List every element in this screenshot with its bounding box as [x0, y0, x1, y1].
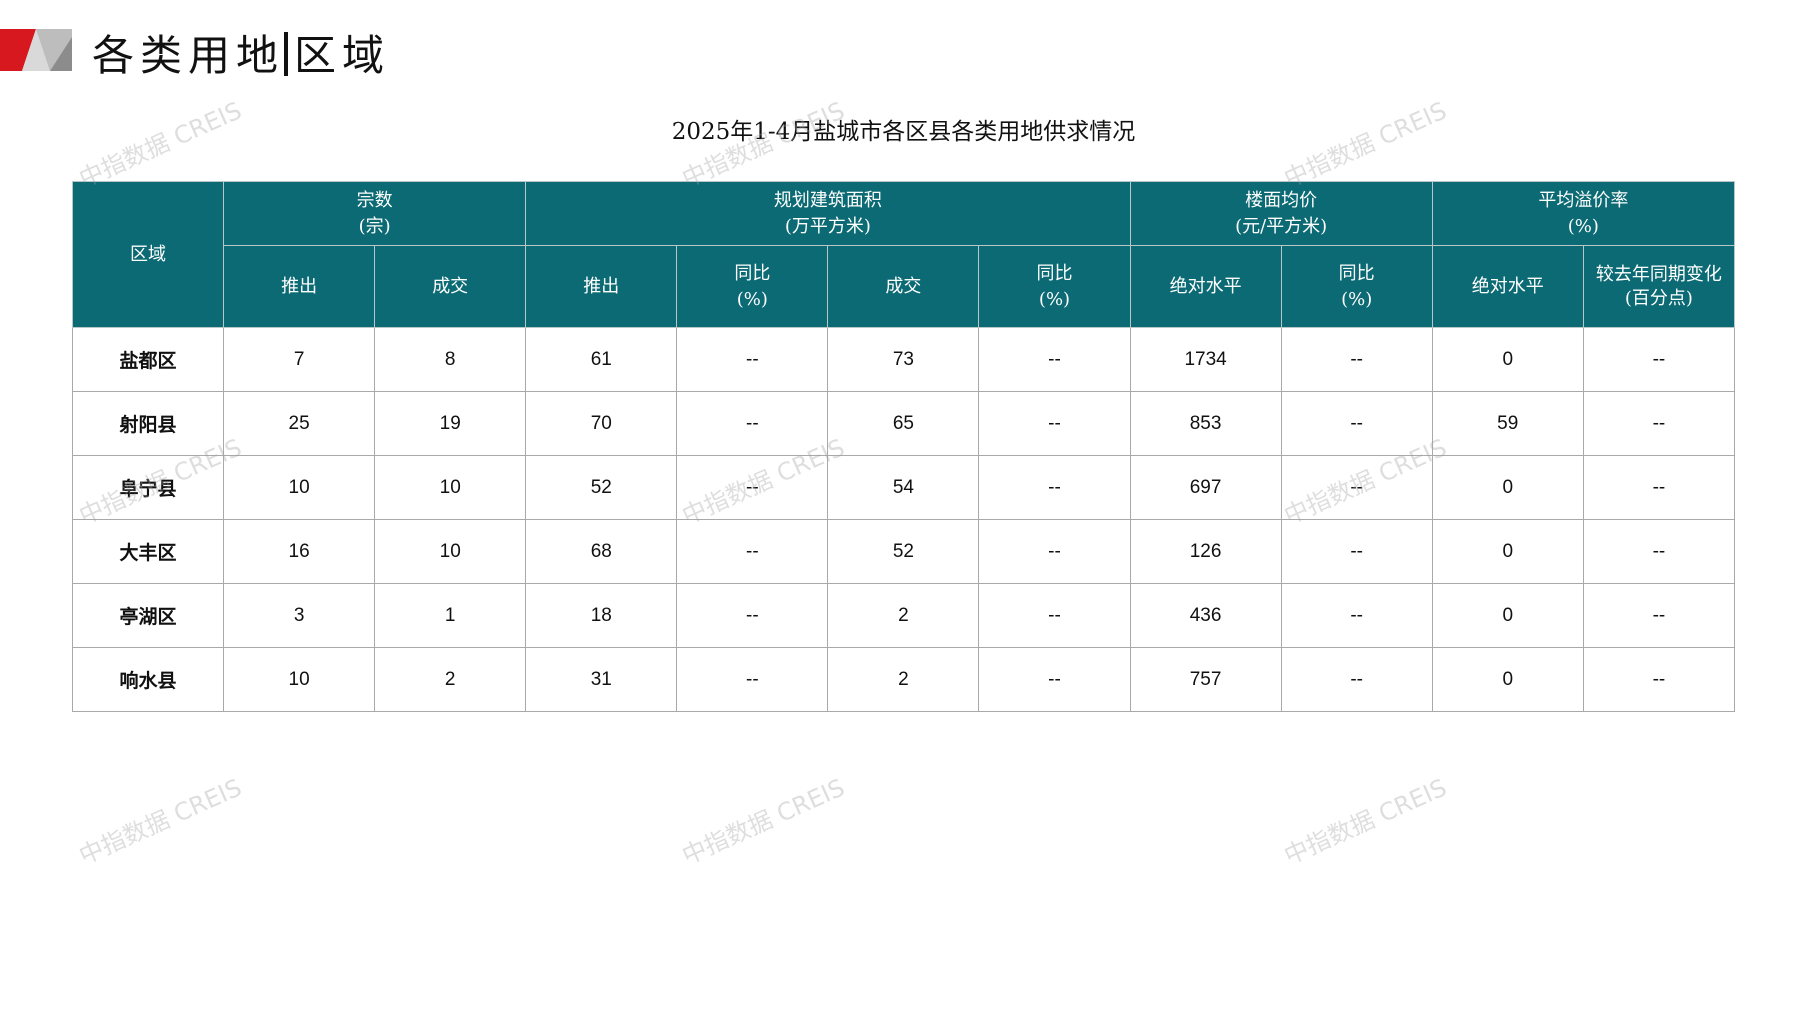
page-title-section: 区域: [294, 31, 391, 80]
value-cell: 853: [1129, 391, 1282, 456]
watermark: 中指数据 CREIS: [677, 773, 849, 871]
table-row: 大丰区 16 10 68 -- 52 -- 126 -- 0 --: [71, 519, 1736, 584]
value-cell: 10: [223, 647, 376, 712]
value-cell: --: [978, 519, 1131, 584]
subheader-cell: 成交: [374, 245, 527, 328]
value-cell: 757: [1129, 647, 1282, 712]
subheader-cell: 绝对水平: [1129, 245, 1282, 328]
header-group-area: 规划建筑面积 (万平方米): [525, 181, 1131, 246]
value-cell: 16: [223, 519, 376, 584]
value-cell: --: [1280, 583, 1433, 648]
value-cell: --: [978, 647, 1131, 712]
value-cell: 65: [827, 391, 980, 456]
value-cell: 1: [374, 583, 527, 648]
value-cell: --: [1582, 455, 1736, 520]
value-cell: 25: [223, 391, 376, 456]
value-cell: --: [1582, 327, 1736, 392]
region-cell: 响水县: [71, 647, 225, 712]
value-cell: --: [1582, 519, 1736, 584]
value-cell: 10: [223, 455, 376, 520]
value-cell: 0: [1431, 455, 1584, 520]
value-cell: --: [676, 327, 829, 392]
value-cell: 73: [827, 327, 980, 392]
region-cell: 亭湖区: [71, 583, 225, 648]
page-title-category: 各类用地: [92, 31, 285, 80]
value-cell: --: [676, 391, 829, 456]
value-cell: 0: [1431, 327, 1584, 392]
region-cell: 射阳县: [71, 391, 225, 456]
subheader-cell: 推出: [525, 245, 678, 328]
subheader-cell: 较去年同期变化 (百分点): [1582, 245, 1736, 328]
value-cell: 70: [525, 391, 678, 456]
land-supply-table: 区域 宗数 (宗) 规划建筑面积 (万平方米) 楼面均价 (元/平方米) 平均溢价率(…: [71, 181, 1736, 712]
subheader-cell: 绝对水平: [1431, 245, 1584, 328]
value-cell: 10: [374, 455, 527, 520]
value-cell: --: [978, 583, 1131, 648]
table-row: 射阳县 25 19 70 -- 65 -- 853 -- 59 --: [71, 391, 1736, 456]
value-cell: 1734: [1129, 327, 1282, 392]
value-cell: --: [676, 455, 829, 520]
value-cell: 52: [827, 519, 980, 584]
table-title: 2025年1-4月盐城市各区县各类用地供求情况: [671, 119, 1136, 145]
subheader-cell: 成交: [827, 245, 980, 328]
brand-logo: [0, 29, 72, 71]
value-cell: 2: [374, 647, 527, 712]
table-row: 阜宁县 10 10 52 -- 54 -- 697 -- 0 --: [71, 455, 1736, 520]
value-cell: 10: [374, 519, 527, 584]
header-group-count: 宗数 (宗): [223, 181, 527, 246]
value-cell: 0: [1431, 647, 1584, 712]
table-row: 响水县 10 2 31 -- 2 -- 757 -- 0 --: [71, 647, 1736, 712]
value-cell: --: [1280, 647, 1433, 712]
value-cell: 68: [525, 519, 678, 584]
value-cell: --: [1280, 391, 1433, 456]
value-cell: --: [1280, 455, 1433, 520]
table-row: 亭湖区 3 1 18 -- 2 -- 436 -- 0 --: [71, 583, 1736, 648]
value-cell: 2: [827, 583, 980, 648]
value-cell: 8: [374, 327, 527, 392]
subheader-cell: 同比 (%): [676, 245, 829, 328]
value-cell: 0: [1431, 519, 1584, 584]
value-cell: 126: [1129, 519, 1282, 584]
value-cell: 31: [525, 647, 678, 712]
value-cell: 436: [1129, 583, 1282, 648]
value-cell: --: [676, 647, 829, 712]
title-divider: [284, 32, 289, 76]
value-cell: --: [1582, 391, 1736, 456]
region-cell: 阜宁县: [71, 455, 225, 520]
value-cell: --: [978, 327, 1131, 392]
table-row: 盐都区 7 8 61 -- 73 -- 1734 -- 0 --: [71, 327, 1736, 392]
value-cell: 2: [827, 647, 980, 712]
page-title: 各类用地 区域: [92, 22, 390, 83]
value-cell: 3: [223, 583, 376, 648]
subheader-cell: 同比 (%): [978, 245, 1131, 328]
value-cell: 59: [1431, 391, 1584, 456]
header-region: 区域: [71, 181, 225, 328]
header-group-premium: 平均溢价率 (%): [1431, 181, 1736, 246]
subheader-cell: 推出: [223, 245, 376, 328]
value-cell: --: [978, 455, 1131, 520]
region-cell: 盐都区: [71, 327, 225, 392]
value-cell: 52: [525, 455, 678, 520]
value-cell: --: [1582, 583, 1736, 648]
subheader-cell: 同比 (%): [1280, 245, 1433, 328]
value-cell: --: [676, 583, 829, 648]
value-cell: --: [978, 391, 1131, 456]
value-cell: 0: [1431, 583, 1584, 648]
value-cell: 54: [827, 455, 980, 520]
value-cell: 61: [525, 327, 678, 392]
value-cell: 7: [223, 327, 376, 392]
value-cell: --: [676, 519, 829, 584]
value-cell: 19: [374, 391, 527, 456]
region-cell: 大丰区: [71, 519, 225, 584]
value-cell: 697: [1129, 455, 1282, 520]
watermark: 中指数据 CREIS: [1279, 773, 1451, 871]
value-cell: --: [1280, 519, 1433, 584]
header-group-price: 楼面均价 (元/平方米): [1129, 181, 1433, 246]
value-cell: 18: [525, 583, 678, 648]
watermark: 中指数据 CREIS: [74, 773, 246, 871]
value-cell: --: [1280, 327, 1433, 392]
value-cell: --: [1582, 647, 1736, 712]
